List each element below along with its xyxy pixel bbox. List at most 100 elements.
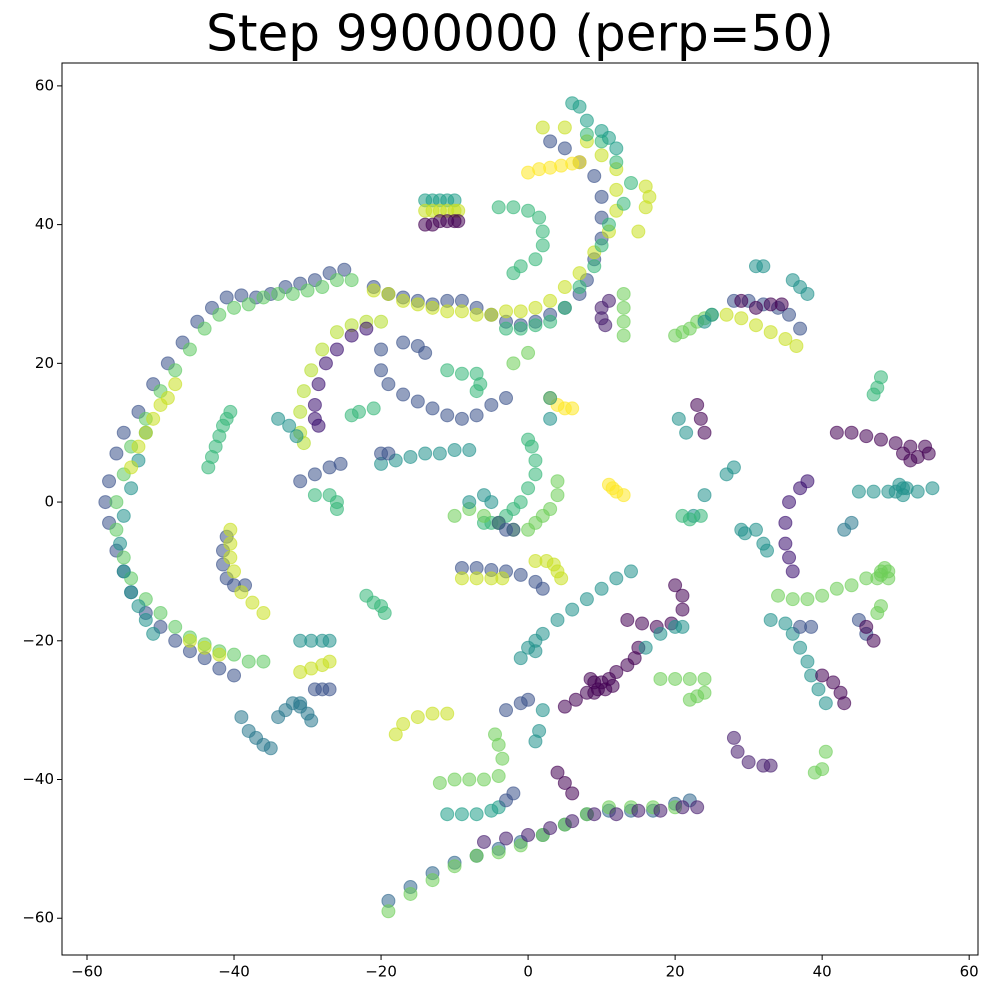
point — [587, 169, 602, 184]
point — [344, 273, 359, 288]
point — [289, 429, 304, 444]
point — [447, 772, 462, 787]
point — [789, 338, 804, 353]
point — [818, 744, 833, 759]
point — [557, 280, 572, 295]
point — [616, 286, 631, 301]
point — [315, 280, 330, 295]
point — [513, 567, 528, 582]
point — [800, 286, 815, 301]
point — [800, 592, 815, 607]
point — [146, 626, 161, 641]
point — [859, 619, 874, 634]
point — [388, 727, 403, 742]
point — [693, 508, 708, 523]
point — [782, 550, 797, 565]
point — [138, 425, 153, 440]
point — [476, 508, 491, 523]
point — [440, 304, 455, 319]
point — [528, 467, 543, 482]
point — [679, 425, 694, 440]
point — [543, 391, 558, 406]
point — [521, 481, 536, 496]
point — [293, 474, 308, 489]
point — [638, 200, 653, 215]
point — [491, 200, 506, 215]
point — [307, 397, 322, 412]
point — [653, 671, 668, 686]
point — [668, 671, 683, 686]
point — [550, 474, 565, 489]
point — [609, 807, 624, 822]
point — [491, 769, 506, 784]
point — [844, 515, 859, 530]
point — [605, 678, 620, 693]
point — [771, 588, 786, 603]
point — [866, 387, 881, 402]
point — [315, 342, 330, 357]
point — [557, 120, 572, 135]
point — [285, 286, 300, 301]
point — [499, 391, 514, 406]
point — [245, 595, 260, 610]
point — [304, 363, 319, 378]
point — [653, 803, 668, 818]
point — [168, 633, 183, 648]
point — [826, 675, 841, 690]
point — [223, 522, 238, 537]
point — [635, 616, 650, 631]
point — [322, 682, 337, 697]
point — [469, 408, 484, 423]
point — [197, 321, 212, 336]
point — [234, 288, 249, 303]
point — [124, 481, 139, 496]
point — [697, 425, 712, 440]
point — [675, 800, 690, 815]
point — [296, 384, 311, 399]
point — [168, 363, 183, 378]
point — [333, 456, 348, 471]
point — [227, 300, 242, 315]
point — [425, 873, 440, 888]
point — [282, 418, 297, 433]
point — [532, 210, 547, 225]
point — [377, 606, 392, 621]
point — [829, 581, 844, 596]
point — [793, 481, 808, 496]
x-tick-label: −20 — [365, 963, 397, 981]
point — [734, 293, 749, 308]
point — [223, 404, 238, 419]
point — [499, 831, 514, 846]
point — [131, 599, 146, 614]
point — [116, 425, 131, 440]
point — [234, 710, 249, 725]
point — [454, 304, 469, 319]
point — [535, 703, 550, 718]
y-tick-label: 60 — [35, 76, 54, 94]
point — [719, 307, 734, 322]
point — [396, 293, 411, 308]
point — [778, 332, 793, 347]
point — [774, 297, 789, 312]
point — [425, 401, 440, 416]
point — [447, 443, 462, 458]
point — [557, 141, 572, 156]
point — [756, 259, 771, 274]
point — [587, 807, 602, 822]
point — [381, 904, 396, 919]
point — [256, 654, 271, 669]
point — [440, 408, 455, 423]
point — [300, 283, 315, 298]
point — [425, 706, 440, 721]
point — [462, 443, 477, 458]
point — [737, 526, 752, 541]
point — [418, 446, 433, 461]
point — [469, 307, 484, 322]
y-tick-label: −40 — [22, 770, 54, 788]
point — [454, 571, 469, 586]
point — [469, 848, 484, 863]
point — [818, 696, 833, 711]
point — [447, 859, 462, 874]
point — [557, 775, 572, 790]
